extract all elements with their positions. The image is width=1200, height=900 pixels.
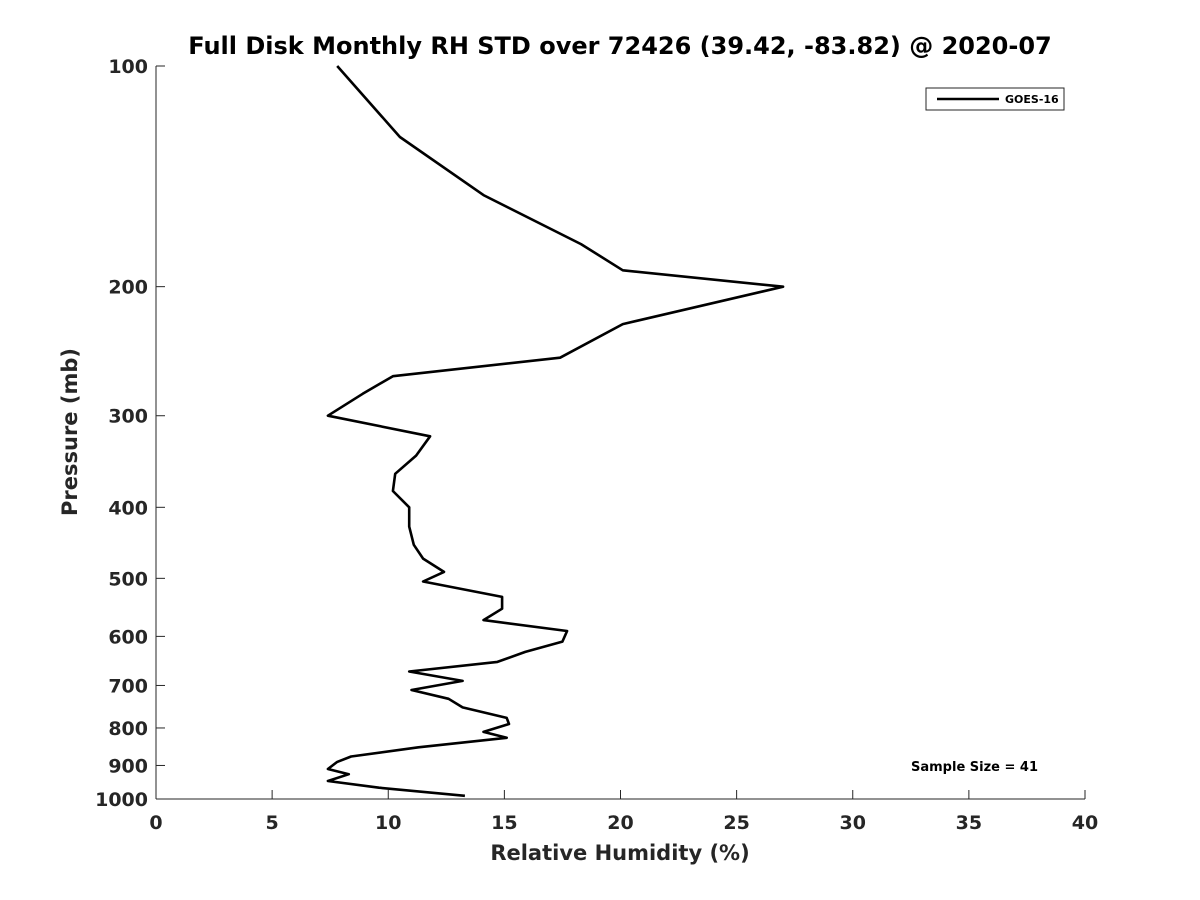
x-tick-label: 20 xyxy=(607,812,633,834)
y-tick-label: 600 xyxy=(108,626,148,648)
x-tick-label: 25 xyxy=(723,812,749,834)
y-axis-ticks: 100 200 300 400 500 600 700 800 900 1000 xyxy=(95,56,165,811)
series-line-goes-16 xyxy=(326,65,785,798)
x-tick-label: 30 xyxy=(840,812,866,834)
x-tick-label: 40 xyxy=(1072,812,1098,834)
y-tick-label: 700 xyxy=(108,675,148,697)
y-tick-label: 500 xyxy=(108,568,148,590)
x-tick-label: 15 xyxy=(491,812,517,834)
chart-title: Full Disk Monthly RH STD over 72426 (39.… xyxy=(188,32,1051,60)
sample-size-annotation: Sample Size = 41 xyxy=(911,760,1038,775)
y-tick-label: 1000 xyxy=(95,789,148,811)
legend-label: GOES-16 xyxy=(1005,93,1059,106)
y-axis-label: Pressure (mb) xyxy=(58,348,82,516)
y-tick-label: 800 xyxy=(108,718,148,740)
y-tick-label: 300 xyxy=(108,406,148,428)
y-tick-label: 100 xyxy=(108,56,148,78)
x-tick-label: 10 xyxy=(375,812,401,834)
legend: GOES-16 xyxy=(925,87,1065,111)
y-tick-label: 200 xyxy=(108,277,148,299)
y-tick-label: 900 xyxy=(108,755,148,777)
x-tick-label: 35 xyxy=(956,812,982,834)
x-tick-label: 5 xyxy=(266,812,279,834)
x-tick-label: 0 xyxy=(149,812,162,834)
y-tick-label: 400 xyxy=(108,497,148,519)
x-axis-ticks: 0 5 10 15 20 25 30 35 40 xyxy=(149,790,1098,834)
x-axis-label: Relative Humidity (%) xyxy=(490,841,749,865)
